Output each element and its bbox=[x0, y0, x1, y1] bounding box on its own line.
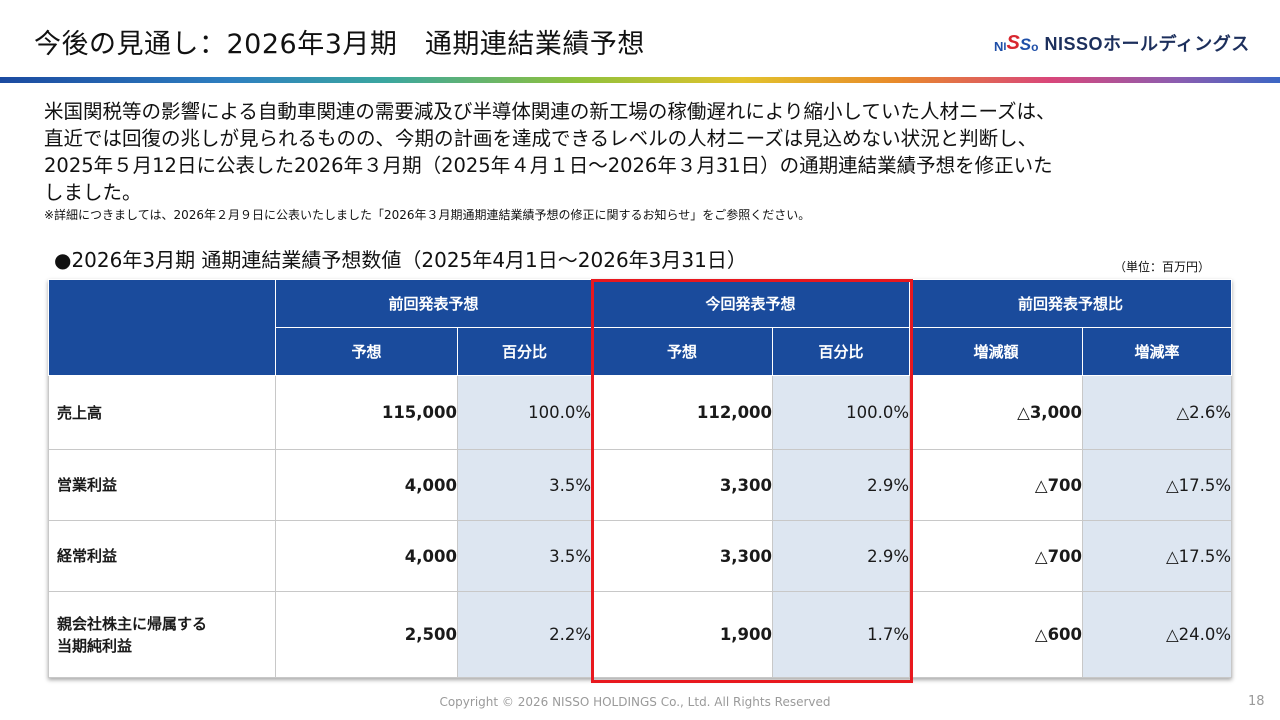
row-label: 売上高 bbox=[48, 375, 276, 450]
table-row: 売上高 115,000 100.0% 112,000 100.0% △3,000… bbox=[48, 375, 1233, 450]
table-row: 親会社株主に帰属する 当期純利益 2,500 2.2% 1,900 1.7% △6… bbox=[48, 591, 1233, 678]
intro-line: 直近では回復の兆しが見られるものの、今期の計画を達成できるレベルの人材ニーズは見… bbox=[44, 127, 1038, 150]
change-amount-cell: △3,000 bbox=[909, 375, 1084, 450]
table-row: 営業利益 4,000 3.5% 3,300 2.9% △700 △17.5% bbox=[48, 449, 1233, 521]
prev-pct-cell: 3.5% bbox=[456, 449, 593, 521]
prev-pct-cell: 100.0% bbox=[456, 375, 593, 450]
group-header-current: 今回発表予想 bbox=[591, 279, 911, 328]
row-label: 営業利益 bbox=[48, 449, 276, 521]
prev-forecast-cell: 2,500 bbox=[275, 591, 458, 678]
table-sub-header-row: 予想 百分比 予想 百分比 増減額 増減率 bbox=[49, 327, 1233, 376]
table-row: 経常利益 4,000 3.5% 3,300 2.9% △700 △17.5% bbox=[48, 520, 1233, 592]
prev-pct-cell: 2.2% bbox=[456, 591, 593, 678]
curr-forecast-cell: 1,900 bbox=[591, 591, 774, 678]
curr-forecast-cell: 112,000 bbox=[591, 375, 774, 450]
intro-paragraph: 米国関税等の影響による自動車関連の需要減及び半導体関連の新工場の稼働遅れにより縮… bbox=[44, 98, 1234, 206]
sub-header-cell: 予想 bbox=[275, 327, 458, 376]
group-header-previous: 前回発表予想 bbox=[274, 279, 593, 328]
corner-header-cell bbox=[48, 279, 276, 376]
reference-note: ※詳細につきましては、2026年２月９日に公表いたしました「2026年３月期通期… bbox=[44, 208, 811, 222]
intro-line: 米国関税等の影響による自動車関連の需要減及び半導体関連の新工場の稼働遅れにより縮… bbox=[44, 100, 1056, 123]
table-group-header-row: 前回発表予想 今回発表予想 前回発表予想比 bbox=[48, 279, 1233, 376]
page-title: 今後の見通し：2026年3月期 通期連結業績予想 bbox=[34, 29, 645, 60]
group-header-comparison: 前回発表予想比 bbox=[909, 279, 1233, 328]
change-amount-cell: △600 bbox=[909, 591, 1084, 678]
change-amount-cell: △700 bbox=[909, 520, 1084, 592]
change-amount-cell: △700 bbox=[909, 449, 1084, 521]
sub-header-cell: 百分比 bbox=[456, 327, 593, 376]
curr-forecast-cell: 3,300 bbox=[591, 449, 774, 521]
prev-forecast-cell: 4,000 bbox=[275, 449, 458, 521]
change-rate-cell: △17.5% bbox=[1082, 520, 1233, 592]
change-rate-cell: △17.5% bbox=[1082, 449, 1233, 521]
prev-pct-cell: 3.5% bbox=[456, 520, 593, 592]
curr-pct-cell: 100.0% bbox=[772, 375, 911, 450]
sub-header-cell: 増減額 bbox=[909, 327, 1084, 376]
change-rate-cell: △24.0% bbox=[1082, 591, 1233, 678]
row-label-line: 当期純利益 bbox=[57, 636, 133, 655]
forecast-table: 前回発表予想 今回発表予想 前回発表予想比 予想 百分比 予想 百分比 増減額 … bbox=[48, 279, 1233, 678]
curr-pct-cell: 2.9% bbox=[772, 449, 911, 521]
curr-pct-cell: 1.7% bbox=[772, 591, 911, 678]
curr-pct-cell: 2.9% bbox=[772, 520, 911, 592]
section-title: ●2026年3月期 通期連結業績予想数値（2025年4月1日～2026年3月31… bbox=[54, 248, 747, 272]
sub-header-cell: 増減率 bbox=[1082, 327, 1233, 376]
sub-header-cell: 予想 bbox=[591, 327, 774, 376]
row-label: 経常利益 bbox=[48, 520, 276, 592]
intro-line: しました。 bbox=[44, 181, 142, 204]
page-number: 18 bbox=[1248, 694, 1265, 709]
prev-forecast-cell: 4,000 bbox=[275, 520, 458, 592]
header-rainbow-divider bbox=[0, 77, 1280, 83]
logo-text: NISSOホールディングス bbox=[1044, 34, 1250, 54]
copyright-footer: Copyright © 2026 NISSO HOLDINGS Co., Ltd… bbox=[439, 695, 831, 709]
intro-line: 2025年５月12日に公表した2026年３月期（2025年４月１日～2026年３… bbox=[44, 154, 1053, 177]
unit-label: （単位：百万円） bbox=[1114, 260, 1211, 274]
curr-forecast-cell: 3,300 bbox=[591, 520, 774, 592]
row-label-line: 親会社株主に帰属する bbox=[57, 614, 208, 633]
row-label: 親会社株主に帰属する 当期純利益 bbox=[48, 591, 276, 678]
sub-header-cell: 百分比 bbox=[772, 327, 911, 376]
prev-forecast-cell: 115,000 bbox=[275, 375, 458, 450]
change-rate-cell: △2.6% bbox=[1082, 375, 1233, 450]
